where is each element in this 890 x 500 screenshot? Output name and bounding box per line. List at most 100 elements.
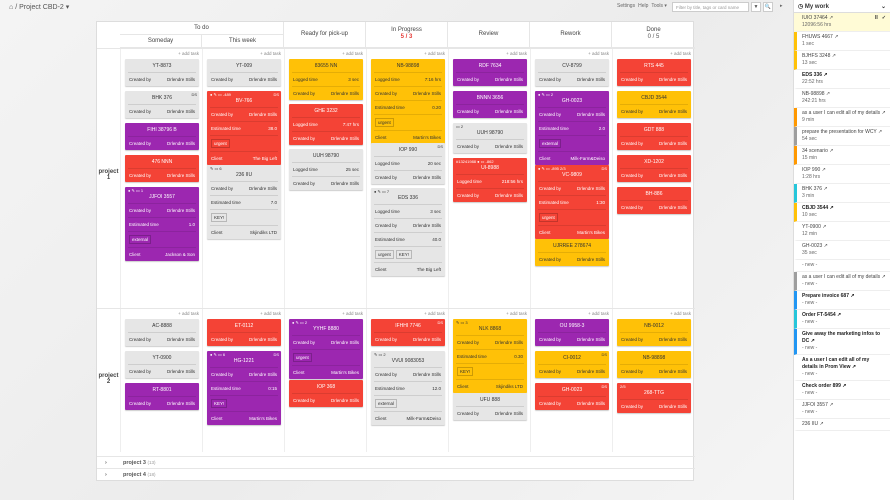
task-card[interactable]: NB-0012 Created by Drlendre Stills [617,319,691,346]
add-task-button[interactable]: + add task [260,311,281,316]
collapse-sidebar-icon[interactable]: ▸ [780,3,783,9]
work-item[interactable]: BHK 376 ↗ 3 min [794,184,890,203]
add-task-button[interactable]: + add task [588,51,609,56]
task-card[interactable]: RT-8801 Created by Drlendre Stills [125,383,199,410]
add-task-button[interactable]: + add task [260,51,281,56]
work-item-title[interactable]: IOP 990 ↗ [802,167,826,173]
task-card[interactable]: ET-0112 Created by Drlendre Stills [207,319,281,346]
task-card[interactable]: YT-009 Created by Drlendre Stills [207,59,281,86]
task-card[interactable]: GDT 888 Created by Drlendre Stills [617,123,691,150]
task-card[interactable]: 83655 NN Logged time 3 sec Created by Drlend… [289,59,363,100]
work-item[interactable]: - new - [794,260,890,272]
task-card[interactable]: FIHI 38796 B Created by Drlendre Stills [125,123,199,150]
add-task-button[interactable]: + add task [424,311,445,316]
work-item-title[interactable]: as a user I can edit all of my details ↗ [802,110,886,116]
filter-input[interactable]: Filter by title, tags or card name [672,2,749,12]
work-item-title[interactable]: BJHFS 3248 ↗ [802,53,836,59]
task-card[interactable]: ● ✎ ▭ 2 YYHF 8880 Created by Drlendre Still… [289,319,363,379]
chevron-right-icon[interactable]: › [105,460,107,466]
swimlane-project-3[interactable]: › project 3 (13) [97,456,695,468]
task-card[interactable]: YT-0900 Created by Drlendre Stills [125,351,199,378]
work-item[interactable]: GH-0023 ↗ 35 sec [794,241,890,260]
project-name[interactable]: / Project CBD-2 [15,4,64,11]
work-item[interactable]: YT-0900 ↗ 12 min [794,222,890,241]
add-task-button[interactable]: + add task [342,51,363,56]
task-card[interactable]: XD-1202 Created by Drlendre Stills [617,155,691,182]
work-item[interactable]: Prepare invoice 687 ↗ - new - [794,291,890,310]
work-item-title[interactable]: BHK 376 ↗ [802,186,828,192]
work-item-title[interactable]: GH-0023 ↗ [802,243,828,249]
help-link[interactable]: Help [638,3,649,9]
chevron-down-icon[interactable]: ⌄ [880,4,886,10]
work-item-title[interactable]: 236 IIU ↗ [802,421,824,427]
task-card[interactable]: RTS 445 Created by Drlendre Stills [617,59,691,86]
task-card[interactable]: UUH 98790 Logged time 25 sec Created by Drle… [289,149,363,190]
work-item-title[interactable]: as a user I can edit all of my details ↗ [802,274,886,280]
task-card[interactable]: GHE 3232 Logged time 7:47 hrs Created by Drl… [289,104,363,145]
add-task-button[interactable]: + add task [670,51,691,56]
work-item-title[interactable]: Prepare invoice 687 ↗ [802,293,855,299]
task-card[interactable]: RDF 7634 Created by Drlendre Stills [453,59,527,86]
task-card[interactable]: CBJD 3544 Created by Drlendre Stills [617,91,691,118]
work-item-title[interactable]: Give away the marketing infos to DC ↗ [802,331,881,344]
work-item[interactable]: 236 IIU ↗ [794,419,890,431]
caret-down-icon[interactable]: ▾ [65,4,70,11]
work-item[interactable]: As a user I can edit all of my details i… [794,355,890,381]
work-item[interactable]: IOP 990 ↗ 1:28 hrs [794,165,890,184]
task-card[interactable]: ● ✎ ▭ 7 EDS 336 Logged time 3 sec Created by… [371,188,445,276]
work-item-title[interactable]: NB-98898 ↗ [802,91,831,97]
task-card[interactable]: ● ✎ ▭ 1 JJFOI 3557 Created by Drlendre Stil… [125,187,199,261]
work-item[interactable]: 34 scenario ↗ 15 min [794,146,890,165]
task-card[interactable]: #13241988 ● ▭ -862 UI-8988 Logged time 218:… [453,158,527,202]
swimlane-project-4[interactable]: › project 4 (18) [97,468,695,480]
task-card[interactable]: YT-8873 Created by Drlendre Stills [125,59,199,86]
task-card[interactable]: 476 NNN Created by Drlendre Stills [125,155,199,182]
search-icon[interactable]: 🔍 [763,2,773,12]
work-item[interactable]: as a user I can edit all of my details ↗… [794,272,890,291]
task-card[interactable]: ✎ ▭ 6 236 IIU Created by Drlendre Stills Est… [207,165,281,239]
breadcrumb[interactable]: ⌂ / Project CBD-2 ▾ [9,3,69,11]
task-card[interactable]: DS GH-0023 Created by Drlendre Stills [535,383,609,410]
settings-link[interactable]: Settings [617,3,636,9]
task-card[interactable]: UFU 888 Created by Drlendre Stills [453,393,527,420]
work-item-title[interactable]: prepare the presentation for WCY ↗ [802,129,883,135]
task-card[interactable]: ✎ ▭ 3 NLK 8868 Created by Drlendre Stills Es… [453,319,527,393]
work-item[interactable]: as a user I can edit all of my details ↗… [794,108,890,127]
task-card[interactable]: BNNN 3656 Created by Drlendre Stills [453,91,527,118]
add-task-button[interactable]: + add task [506,51,527,56]
task-card[interactable]: ▭ 2 UUH 98790 Created by Drlendre Stills [453,123,527,153]
work-item[interactable]: EDS 336 ↗ 22:52 hrs [794,70,890,89]
work-item[interactable]: JJFOI 3557 ↗ - new - [794,400,890,419]
task-card[interactable]: BH-886 Created by Drlendre Stills [617,187,691,214]
task-card[interactable]: NB-98898 Created by Drlendre Stills [617,351,691,378]
work-item-title[interactable]: 34 scenario ↗ [802,148,834,154]
task-card[interactable]: DS CI-0012 Created by Drlendre Stills [535,351,609,378]
task-card[interactable]: NB-98898 Logged time 7:16 hrs Created by Drl… [371,59,445,144]
chevron-right-icon[interactable]: › [105,472,107,478]
task-card[interactable]: OIJ 9958-3 Created by Drlendre Stills [535,319,609,346]
add-task-button[interactable]: + add task [178,51,199,56]
work-item[interactable]: Check order 899 ↗ - new - [794,381,890,400]
task-card[interactable]: UJRREE 278674 Created by Drlendre Stills [535,239,609,266]
work-item[interactable]: FHUWS 4667 ↗ 1 sec [794,32,890,51]
task-card[interactable]: AC-8888 Created by Drlendre Stills [125,319,199,346]
work-item-title[interactable]: IUIO 37464 ↗ [802,15,834,21]
work-item-title[interactable]: YT-0900 ↗ [802,224,827,230]
pause-icon[interactable]: II [875,15,878,21]
my-work-header[interactable]: ◷ My work ⌄ [794,0,890,13]
work-item[interactable]: prepare the presentation for WCY ↗ 54 sec [794,127,890,146]
work-item[interactable]: Order FT-5454 ↗ - new - [794,310,890,329]
task-card[interactable]: ● ✎ ▭ 6 DS HG-1221 Created by Drlendre Still… [207,351,281,425]
work-item-title[interactable]: FHUWS 4667 ↗ [802,34,839,40]
add-task-button[interactable]: + add task [506,311,527,316]
task-card[interactable]: CV-8799 Created by Drlendre Stills [535,59,609,86]
add-task-button[interactable]: + add task [342,311,363,316]
task-card[interactable]: 2/5 268-TTG Created by Drlendre Stills [617,383,691,413]
home-icon[interactable]: ⌂ [9,4,14,11]
work-item-title[interactable]: Check order 899 ↗ [802,383,847,389]
work-item-title[interactable]: EDS 336 ↗ [802,72,828,78]
work-item[interactable]: BJHFS 3248 ↗ 13 sec [794,51,890,70]
task-card[interactable]: IOP 368 Created by Drlendre Stills [289,380,363,407]
check-icon[interactable]: ✓ [881,15,886,21]
task-card[interactable]: DS BHK 376 Created by Drlendre Stills [125,91,199,118]
